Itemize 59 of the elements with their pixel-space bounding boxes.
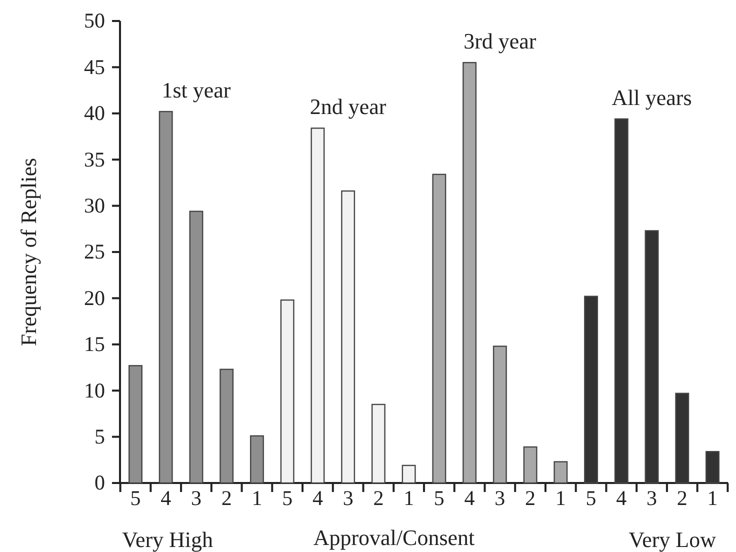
- y-tick-label: 20: [84, 286, 105, 310]
- bar: [462, 62, 477, 484]
- x-tick-label: 2: [221, 486, 232, 510]
- y-tick-label: 25: [84, 240, 105, 264]
- x-tick-label: 4: [312, 486, 324, 510]
- x-tick-label: 3: [190, 486, 202, 510]
- bar: [432, 174, 446, 484]
- bar: [614, 118, 628, 484]
- x-tick-label: 4: [616, 486, 628, 510]
- x-tick-label: 3: [646, 486, 658, 510]
- text: Very Low: [628, 527, 716, 552]
- x-axis-title: Approval/Consent: [313, 525, 475, 550]
- bar: [554, 461, 568, 484]
- bar: [189, 210, 204, 484]
- y-tick-label: 15: [84, 332, 105, 356]
- x-tick-label: 2: [676, 486, 688, 510]
- x-tick-label: 3: [494, 486, 506, 510]
- x-tick-label: 3: [342, 486, 354, 510]
- series-label: All years: [612, 84, 692, 110]
- x-tick-label: 1: [404, 486, 414, 510]
- x-tick-label: 2: [373, 486, 384, 510]
- bar: [250, 435, 264, 484]
- y-tick-label: 0: [94, 470, 105, 495]
- x-tick-label: 5: [282, 486, 293, 510]
- y-tick-label: 50: [84, 8, 105, 33]
- bar: [644, 230, 659, 484]
- bar: [220, 368, 234, 484]
- x-tick-label: 4: [464, 486, 476, 510]
- x-tick-label: 5: [434, 486, 444, 510]
- x-tick-label: 2: [525, 486, 536, 510]
- y-tick-label: 30: [84, 194, 105, 218]
- y-tick-label: 10: [84, 378, 105, 402]
- y-tick-label: 45: [84, 54, 105, 79]
- x-tick-label: 5: [130, 486, 141, 510]
- x-tick-label: 4: [160, 486, 172, 510]
- bar: [402, 464, 416, 484]
- bar: [280, 299, 294, 484]
- bar: [523, 446, 538, 484]
- bar: [341, 190, 356, 484]
- bar: [584, 296, 598, 484]
- bar: [371, 404, 386, 484]
- bar: [706, 450, 720, 484]
- series-label: 2nd year: [310, 94, 387, 120]
- bar: [158, 110, 173, 484]
- x-tick-label: 1: [555, 486, 566, 510]
- x-tick-label: 5: [586, 486, 596, 510]
- bar: [492, 346, 507, 484]
- y-tick-label: 5: [94, 424, 105, 449]
- bar: [310, 128, 325, 484]
- y-tick-label: 40: [84, 101, 105, 126]
- x-tick-label: 1: [252, 486, 262, 510]
- series-label: 1st year: [162, 78, 232, 103]
- bar: [128, 365, 142, 484]
- y-tick-label: 35: [84, 147, 105, 172]
- text: Very High: [122, 527, 214, 552]
- series-label: 3rd year: [464, 28, 537, 54]
- x-tick-label: 1: [707, 486, 718, 510]
- y-axis-title: Frequency of Replies: [16, 158, 41, 346]
- bar: [675, 392, 690, 484]
